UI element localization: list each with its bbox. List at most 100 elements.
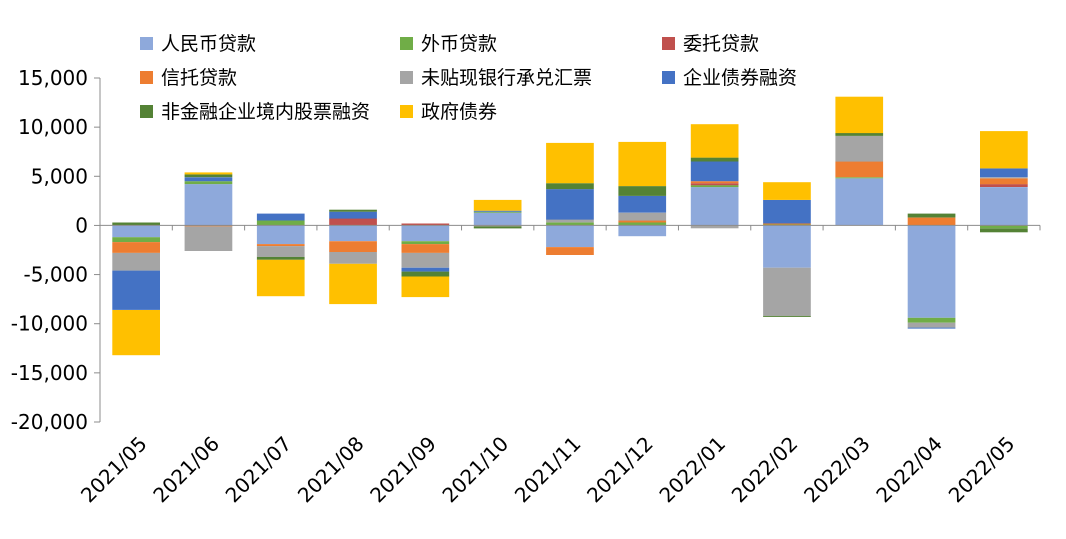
y-tick-label: -10,000 bbox=[11, 312, 88, 336]
bar-segment-1-10 bbox=[835, 177, 884, 179]
bar-segment-3-3 bbox=[329, 241, 377, 252]
bar-segment-6-12 bbox=[980, 228, 1028, 233]
bar-segment-5-7 bbox=[618, 195, 667, 213]
bar-segment-4-2 bbox=[256, 246, 305, 257]
plot-area bbox=[112, 96, 1028, 356]
bar-segment-3-9 bbox=[763, 223, 811, 225]
bar-segment-2-3 bbox=[329, 218, 377, 226]
bar-segment-4-1 bbox=[184, 226, 233, 251]
y-tick-label: 10,000 bbox=[18, 115, 88, 139]
bar-segment-0-11 bbox=[907, 225, 956, 318]
x-tick-label: 2021/11 bbox=[510, 432, 586, 508]
x-tick-label: 2021/09 bbox=[365, 432, 441, 508]
bar-segment-0-4 bbox=[401, 225, 450, 242]
bar-segment-5-6 bbox=[546, 189, 594, 220]
bar-segment-1-0 bbox=[112, 237, 160, 243]
bar-segment-6-0 bbox=[112, 222, 160, 226]
x-tick-label: 2021/10 bbox=[438, 432, 514, 508]
bar-segment-0-7 bbox=[618, 225, 667, 237]
bar-segment-4-11 bbox=[907, 322, 956, 328]
bar-segment-7-12 bbox=[980, 131, 1028, 169]
bar-segment-5-12 bbox=[980, 168, 1028, 178]
bar-segment-4-8 bbox=[690, 225, 739, 229]
bar-segment-5-11 bbox=[907, 327, 956, 329]
bar-segment-3-12 bbox=[980, 178, 1028, 185]
bar-segment-1-9 bbox=[763, 224, 811, 226]
bar-segment-7-9 bbox=[763, 182, 811, 200]
bar-segment-5-1 bbox=[184, 177, 233, 182]
bar-segment-0-10 bbox=[835, 178, 884, 226]
bar-segment-2-12 bbox=[980, 184, 1028, 187]
bar-segment-5-3 bbox=[329, 211, 377, 219]
x-tick-label: 2021/12 bbox=[582, 432, 658, 508]
bar-segment-0-0 bbox=[112, 225, 160, 238]
legend-label: 非金融企业境内股票融资 bbox=[161, 101, 370, 123]
x-tick-label: 2022/02 bbox=[727, 432, 803, 508]
legend-swatch bbox=[400, 37, 413, 50]
bar-segment-1-1 bbox=[184, 181, 233, 185]
bar-segment-3-10 bbox=[835, 161, 884, 178]
bar-segment-6-3 bbox=[329, 209, 377, 212]
x-tick-label: 2022/03 bbox=[799, 432, 875, 508]
bar-segment-6-9 bbox=[763, 315, 811, 317]
bar-segment-4-6 bbox=[546, 219, 594, 223]
bar-segment-4-0 bbox=[112, 252, 160, 271]
bar-segment-6-5 bbox=[473, 226, 522, 229]
y-tick-label: 15,000 bbox=[18, 66, 88, 90]
x-tick-label: 2022/01 bbox=[654, 432, 730, 508]
x-tick-label: 2022/04 bbox=[871, 432, 947, 508]
bar-segment-3-6 bbox=[546, 247, 594, 255]
bar-segment-4-12 bbox=[980, 177, 1028, 179]
y-tick-label: -15,000 bbox=[11, 361, 88, 385]
bar-segment-6-2 bbox=[256, 256, 305, 260]
bar-segment-1-7 bbox=[618, 222, 667, 226]
x-tick-label: 2021/05 bbox=[76, 432, 152, 508]
axes: 15,000 10,000 5,000 0 -5,000 -10,000 -15,000 -2… bbox=[11, 66, 1041, 508]
legend-swatch bbox=[662, 37, 675, 50]
x-tick-label: 2021/07 bbox=[221, 432, 297, 508]
bar-segment-3-11 bbox=[907, 217, 956, 226]
bar-segment-0-1 bbox=[184, 184, 233, 226]
bar-segment-4-9 bbox=[763, 267, 811, 316]
bar-segment-1-8 bbox=[690, 185, 739, 188]
bar-segment-5-4 bbox=[401, 267, 450, 272]
bar-segment-7-7 bbox=[618, 141, 667, 187]
bar-segment-0-8 bbox=[690, 187, 739, 226]
bar-segment-6-8 bbox=[690, 157, 739, 162]
legend-swatch bbox=[400, 71, 413, 84]
bar-segment-1-11 bbox=[907, 317, 956, 323]
bar-segment-7-8 bbox=[690, 124, 739, 158]
bar-segment-0-2 bbox=[256, 225, 305, 245]
bar-segment-7-2 bbox=[256, 259, 305, 297]
bar-segment-1-2 bbox=[256, 220, 305, 226]
bar-segment-6-7 bbox=[618, 186, 667, 196]
bar-segment-1-4 bbox=[401, 241, 450, 245]
y-tick-label: -20,000 bbox=[11, 410, 88, 434]
legend-swatch bbox=[140, 71, 153, 84]
bar-segment-0-6 bbox=[546, 225, 594, 247]
bar-segment-1-12 bbox=[980, 225, 1028, 229]
legend-label: 政府债券 bbox=[421, 101, 497, 123]
legend-label: 未贴现银行承兑汇票 bbox=[421, 67, 592, 89]
legend-swatch bbox=[662, 71, 675, 84]
bar-segment-1-5 bbox=[473, 211, 522, 213]
y-tick-label: 5,000 bbox=[31, 164, 88, 188]
bar-segment-7-10 bbox=[835, 96, 884, 134]
bar-segment-5-9 bbox=[763, 199, 811, 224]
bar-segment-2-4 bbox=[401, 223, 450, 226]
bar-segment-0-9 bbox=[763, 225, 811, 268]
bar-segment-4-4 bbox=[401, 252, 450, 268]
bar-segment-4-3 bbox=[329, 252, 377, 264]
bar-segment-3-4 bbox=[401, 244, 450, 253]
bar-segment-0-3 bbox=[329, 225, 377, 242]
legend-label: 委托贷款 bbox=[683, 33, 759, 55]
bar-segment-7-0 bbox=[112, 310, 160, 356]
bar-segment-6-1 bbox=[184, 174, 233, 178]
legend-swatch bbox=[140, 37, 153, 50]
bar-segment-7-1 bbox=[184, 172, 233, 175]
bar-segment-4-7 bbox=[618, 212, 667, 221]
bar-segment-1-6 bbox=[546, 222, 594, 226]
legend-label: 人民币贷款 bbox=[161, 33, 256, 55]
